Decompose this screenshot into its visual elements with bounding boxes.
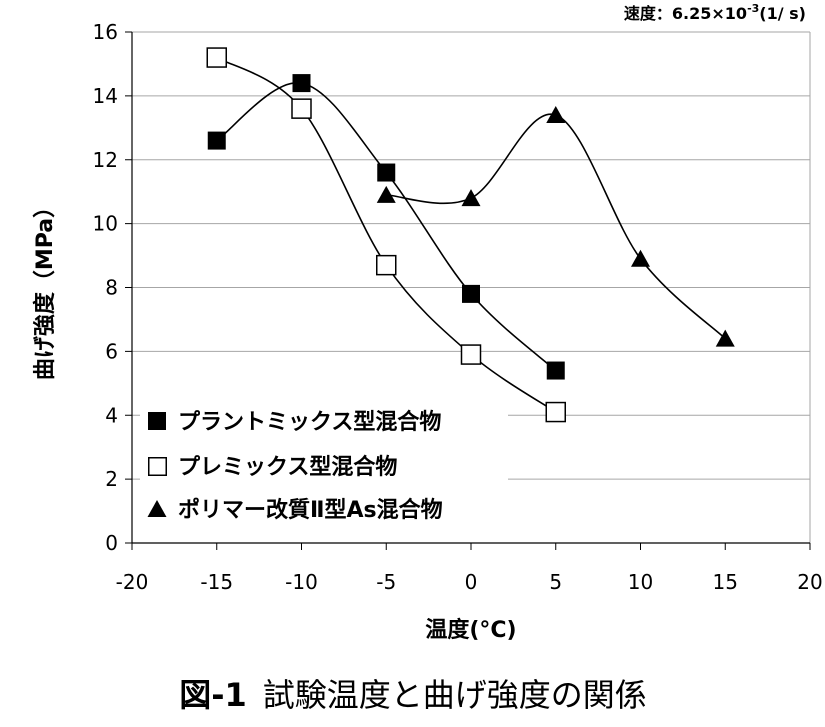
series-3-point [631, 249, 650, 267]
legend-background [140, 396, 508, 532]
y-tick-label: 6 [105, 339, 118, 363]
figure-number: 図-1 [179, 676, 247, 714]
speed-annotation: 速度：6.25×10-3(1/ s) [624, 2, 806, 23]
series-layer [206, 47, 735, 423]
x-tick-label: -5 [376, 570, 396, 594]
series-1 [207, 74, 565, 380]
legend-filled-triangle-icon [147, 500, 167, 517]
series-2-point [291, 98, 312, 119]
legend-filled-square-icon [148, 412, 166, 430]
x-tick-label: -20 [116, 570, 149, 594]
legend-open-square-icon [148, 457, 167, 476]
figure-caption: 図-1 試験温度と曲げ強度の関係 [179, 676, 647, 714]
series-3 [376, 106, 735, 347]
y-tick-label: 8 [105, 276, 118, 300]
legend-item-1: プラントミックス型混合物 [148, 409, 441, 435]
series-1-point [207, 131, 226, 150]
x-tick-label: 15 [713, 570, 738, 594]
y-tick-label: 2 [105, 467, 118, 491]
x-axis-title: 温度(°C) [425, 617, 516, 643]
series-1-point [462, 284, 480, 303]
x-tick-label: 20 [797, 570, 822, 594]
y-tick-label: 4 [105, 403, 118, 427]
y-tick-label: 16 [93, 20, 118, 44]
series-2-point [545, 401, 566, 423]
y-tick-label: 10 [93, 212, 118, 236]
x-tick-label: -10 [285, 570, 318, 594]
series-3-point [461, 189, 481, 207]
speed-annotation-text: 速度：6.25×10 [624, 4, 747, 23]
series-2 [206, 47, 566, 423]
series-2-point [460, 344, 482, 365]
series-1-point [292, 74, 311, 93]
series-2-point [376, 254, 397, 276]
series-1-point [377, 163, 396, 182]
speed-annotation-exponent: -3 [747, 2, 759, 15]
x-tick-label: 0 [465, 570, 478, 594]
x-tick-label: -15 [200, 570, 233, 594]
legend-item-2: プレミックス型混合物 [148, 454, 397, 480]
legend-label-2: プレミックス型混合物 [178, 454, 397, 480]
legend-item-3: ポリマー改質Ⅱ型As混合物 [147, 497, 443, 523]
x-tick-label: 5 [549, 570, 562, 594]
y-tick-label: 0 [105, 531, 118, 555]
figure-title: 試験温度と曲げ強度の関係 [263, 676, 647, 714]
y-axis-title: 曲げ強度（MPa） [32, 196, 58, 380]
legend-label-1: プラントミックス型混合物 [178, 409, 441, 435]
y-tick-label: 12 [93, 148, 118, 172]
series-2-point [206, 47, 227, 68]
series-3-point [546, 106, 566, 124]
legend: プラントミックス型混合物 プレミックス型混合物 ポリマー改質Ⅱ型As混合物 [140, 396, 508, 532]
y-tick-label: 14 [93, 84, 118, 108]
x-tick-label: 10 [628, 570, 653, 594]
speed-annotation-unit: (1/ s) [759, 4, 806, 23]
series-1-point [546, 361, 565, 380]
series-3-point [376, 185, 396, 203]
legend-label-3: ポリマー改質Ⅱ型As混合物 [178, 497, 443, 523]
series-3-point [715, 329, 735, 347]
axes: 0 2 4 6 8 10 12 14 16 -20 -15 -10 -5 0 5 10 15 20 [93, 20, 823, 594]
